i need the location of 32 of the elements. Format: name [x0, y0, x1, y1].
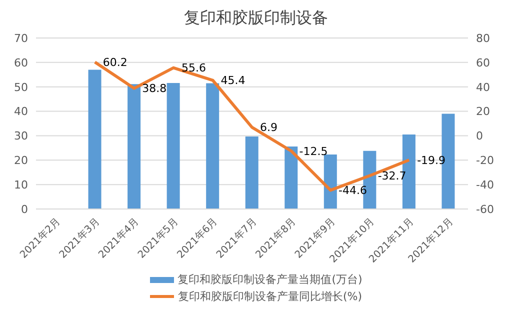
y-tick-label: 40	[14, 105, 28, 118]
y2-tick-label: 40	[476, 80, 490, 94]
y-tick-label: 0	[21, 202, 28, 216]
y2-tick-label: 20	[476, 105, 490, 118]
bar	[284, 146, 298, 209]
y2-tick-label: 60	[476, 56, 490, 70]
y-tick-label: 10	[14, 178, 28, 192]
y2-tick-label: -20	[476, 154, 494, 168]
y2-tick-label: -60	[476, 202, 494, 216]
y2-tick-label: 0	[476, 130, 483, 143]
y-tick-label: 60	[14, 56, 28, 70]
data-label: 38.8	[142, 82, 167, 96]
data-label: -12.5	[299, 144, 328, 158]
data-label: 45.4	[220, 74, 246, 88]
y-tick-label: 70	[14, 32, 28, 45]
bar	[166, 82, 180, 209]
bar	[245, 136, 258, 209]
bar	[128, 84, 141, 209]
y-tick-label: 50	[14, 80, 28, 94]
data-label: 6.9	[260, 121, 278, 134]
y2-tick-label: -40	[476, 178, 494, 192]
legend-label: 复印和胶版印制设备产量同比增长(%)	[178, 290, 362, 303]
y-tick-label: 30	[14, 130, 28, 143]
bar	[324, 154, 337, 209]
data-label: 60.2	[102, 56, 128, 70]
y2-tick-label: 80	[476, 32, 490, 45]
y-tick-label: 20	[14, 154, 28, 168]
bar	[206, 83, 220, 209]
legend-label: 复印和胶版印制设备产量当期值(万台)	[178, 273, 362, 286]
chart-title: 复印和胶版印制设备	[183, 8, 329, 29]
bar	[88, 70, 102, 209]
data-label: 55.6	[181, 62, 206, 75]
